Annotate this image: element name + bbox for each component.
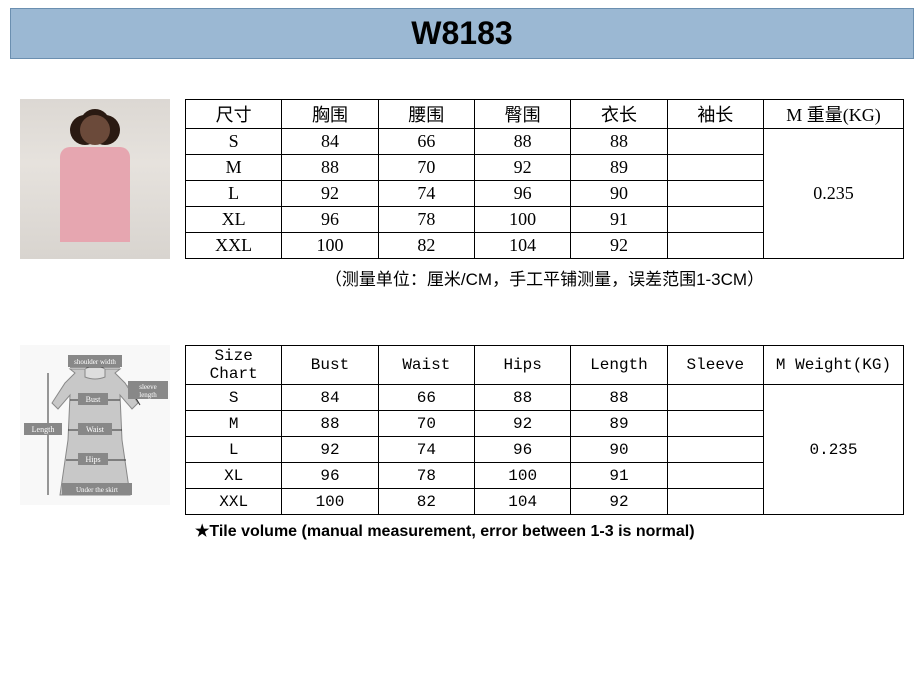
cell bbox=[667, 489, 763, 515]
cell: 84 bbox=[282, 385, 378, 411]
cell: 88 bbox=[571, 129, 667, 155]
col-length: 衣长 bbox=[571, 100, 667, 129]
col-hips: 臀围 bbox=[474, 100, 570, 129]
cell: 92 bbox=[571, 233, 667, 259]
cell: 92 bbox=[571, 489, 667, 515]
cell: 90 bbox=[571, 437, 667, 463]
product-code-banner: W8183 bbox=[10, 8, 914, 59]
cell: 74 bbox=[378, 181, 474, 207]
size-table-en: Size Chart Bust Waist Hips Length Sleeve… bbox=[185, 345, 904, 515]
cell: 92 bbox=[474, 411, 570, 437]
svg-text:Waist: Waist bbox=[86, 425, 105, 434]
cell: 96 bbox=[474, 437, 570, 463]
col-hips: Hips bbox=[474, 346, 570, 385]
cell: XXL bbox=[186, 489, 282, 515]
section-en: shoulder width Bust sleeve length Waist … bbox=[20, 345, 904, 541]
cell: L bbox=[186, 181, 282, 207]
cell bbox=[667, 411, 763, 437]
cell bbox=[667, 385, 763, 411]
cell: 70 bbox=[378, 411, 474, 437]
svg-text:shoulder width: shoulder width bbox=[74, 358, 116, 366]
cell: 96 bbox=[282, 463, 378, 489]
cell bbox=[667, 463, 763, 489]
cell bbox=[667, 155, 763, 181]
col-weight: M Weight(KG) bbox=[764, 346, 904, 385]
measurement-note-en: ★Tile volume (manual measurement, error … bbox=[185, 521, 904, 541]
cell: 84 bbox=[282, 129, 378, 155]
col-sleeve: 袖长 bbox=[667, 100, 763, 129]
cell: 88 bbox=[474, 129, 570, 155]
col-bust: Bust bbox=[282, 346, 378, 385]
cell bbox=[667, 437, 763, 463]
measurement-diagram-thumbnail: shoulder width Bust sleeve length Waist … bbox=[20, 345, 170, 505]
col-bust: 胸围 bbox=[282, 100, 378, 129]
table-header-row: Size Chart Bust Waist Hips Length Sleeve… bbox=[186, 346, 904, 385]
cell: 82 bbox=[378, 489, 474, 515]
cell: 82 bbox=[378, 233, 474, 259]
svg-text:sleeve: sleeve bbox=[139, 383, 157, 391]
cell: 104 bbox=[474, 233, 570, 259]
cell: 92 bbox=[282, 437, 378, 463]
svg-text:Hips: Hips bbox=[85, 455, 100, 464]
cell bbox=[667, 129, 763, 155]
cell: 74 bbox=[378, 437, 474, 463]
cell: 70 bbox=[378, 155, 474, 181]
section-cn: 尺寸 胸围 腰围 臀围 衣长 袖长 M 重量(KG) S 84 66 88 88… bbox=[20, 99, 904, 290]
cell: 96 bbox=[474, 181, 570, 207]
cell: 100 bbox=[282, 233, 378, 259]
col-size: Size Chart bbox=[186, 346, 282, 385]
col-size: 尺寸 bbox=[186, 100, 282, 129]
table-header-row: 尺寸 胸围 腰围 臀围 衣长 袖长 M 重量(KG) bbox=[186, 100, 904, 129]
cell: 91 bbox=[571, 463, 667, 489]
cell: 78 bbox=[378, 207, 474, 233]
cell: 88 bbox=[282, 155, 378, 181]
cell: M bbox=[186, 411, 282, 437]
col-length: Length bbox=[571, 346, 667, 385]
cell: M bbox=[186, 155, 282, 181]
size-table-cn: 尺寸 胸围 腰围 臀围 衣长 袖长 M 重量(KG) S 84 66 88 88… bbox=[185, 99, 904, 259]
table-row: S 84 66 88 88 0.235 bbox=[186, 129, 904, 155]
cell: 92 bbox=[282, 181, 378, 207]
cell: XL bbox=[186, 463, 282, 489]
svg-text:Under the skirt: Under the skirt bbox=[76, 486, 118, 494]
product-photo-thumbnail bbox=[20, 99, 170, 259]
table-row: S 84 66 88 88 0.235 bbox=[186, 385, 904, 411]
cell bbox=[667, 233, 763, 259]
col-waist: Waist bbox=[378, 346, 474, 385]
cell: 66 bbox=[378, 129, 474, 155]
cell: 91 bbox=[571, 207, 667, 233]
cell: 88 bbox=[282, 411, 378, 437]
weight-cell: 0.235 bbox=[764, 129, 904, 259]
col-weight: M 重量(KG) bbox=[764, 100, 904, 129]
cell: 90 bbox=[571, 181, 667, 207]
cell: 92 bbox=[474, 155, 570, 181]
cell: 100 bbox=[282, 489, 378, 515]
cell: 66 bbox=[378, 385, 474, 411]
svg-text:length: length bbox=[139, 391, 157, 399]
cell: 89 bbox=[571, 411, 667, 437]
cell: 88 bbox=[474, 385, 570, 411]
cell: 89 bbox=[571, 155, 667, 181]
cell: L bbox=[186, 437, 282, 463]
weight-cell: 0.235 bbox=[764, 385, 904, 515]
col-waist: 腰围 bbox=[378, 100, 474, 129]
cell: 78 bbox=[378, 463, 474, 489]
cell: XL bbox=[186, 207, 282, 233]
cell: S bbox=[186, 129, 282, 155]
measurement-note-cn: （测量单位：厘米/CM，手工平铺测量，误差范围1-3CM） bbox=[185, 265, 904, 290]
cell: 88 bbox=[571, 385, 667, 411]
cell: XXL bbox=[186, 233, 282, 259]
svg-text:Bust: Bust bbox=[86, 395, 101, 404]
cell: S bbox=[186, 385, 282, 411]
cell: 104 bbox=[474, 489, 570, 515]
cell: 100 bbox=[474, 207, 570, 233]
cell bbox=[667, 181, 763, 207]
cell: 100 bbox=[474, 463, 570, 489]
col-sleeve: Sleeve bbox=[667, 346, 763, 385]
svg-text:Length: Length bbox=[32, 425, 55, 434]
cell bbox=[667, 207, 763, 233]
cell: 96 bbox=[282, 207, 378, 233]
